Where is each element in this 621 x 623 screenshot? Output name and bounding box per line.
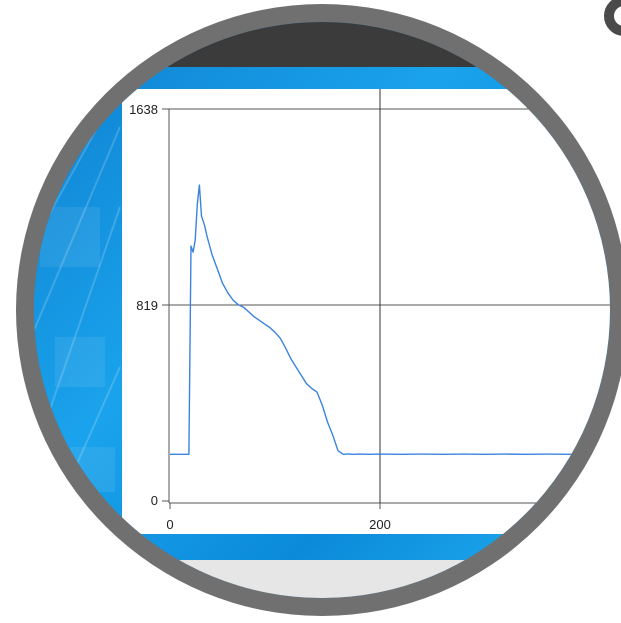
frame-decoration [34, 86, 121, 548]
second-lens-ring [604, 0, 621, 36]
plot-area: 1638 819 0 0 200 [122, 89, 610, 534]
line-chart: 1638 819 0 0 200 [129, 89, 610, 532]
x-tick-label-0: 0 [166, 517, 173, 532]
series-layer [170, 184, 591, 455]
y-tick-label-1638: 1638 [129, 102, 158, 117]
zoomed-window: 1638 819 0 0 200 [34, 22, 610, 598]
y-tick-label-819: 819 [136, 298, 158, 313]
x-tick-label-200: 200 [369, 517, 391, 532]
y-tick-label-0: 0 [151, 493, 158, 508]
series-line-0 [170, 184, 591, 455]
window-title-bar [34, 22, 610, 67]
magnifier-viewport: 1638 819 0 0 200 [34, 22, 610, 598]
window-bottom-area [34, 560, 610, 598]
